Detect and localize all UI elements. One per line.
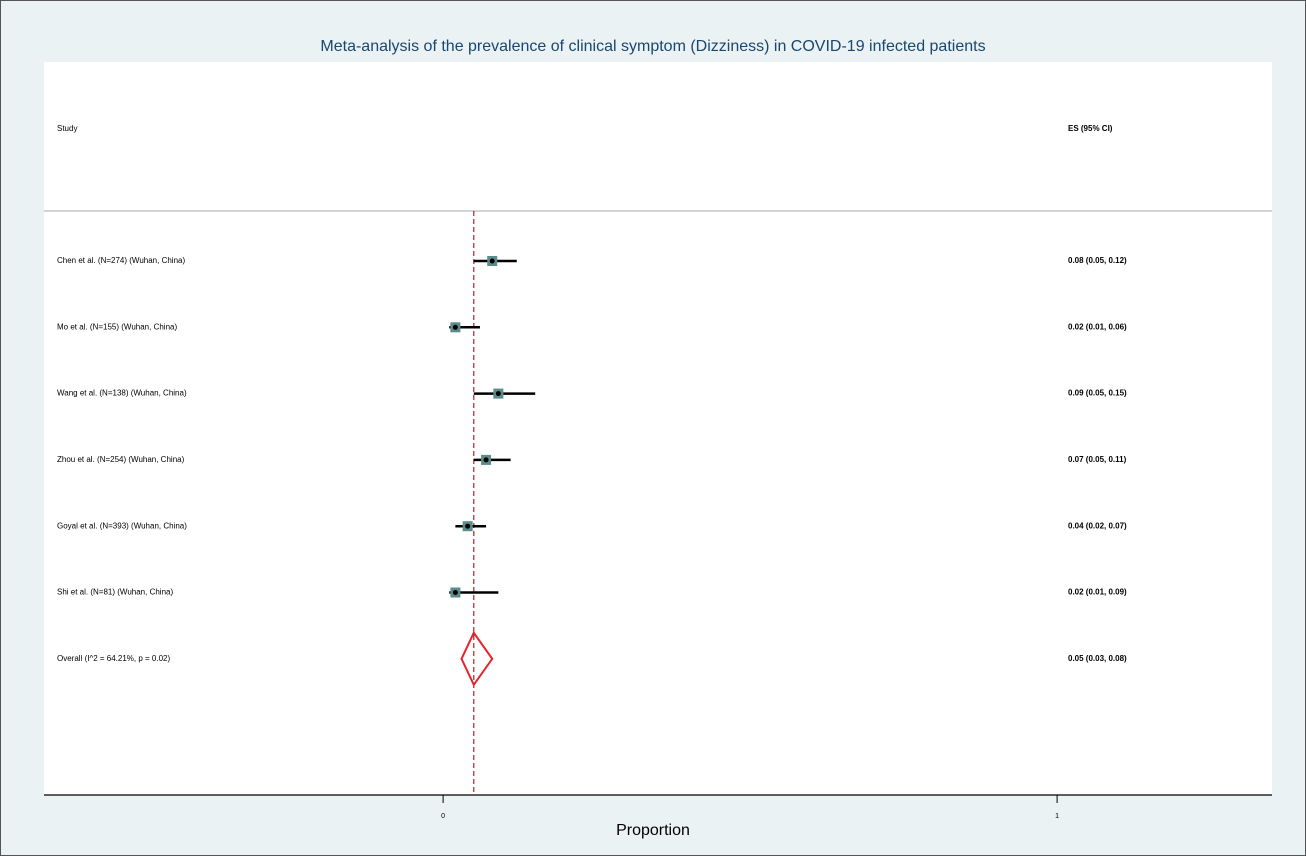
overall-diamond — [460, 630, 494, 687]
es-header: ES (95% CI) — [1068, 124, 1113, 133]
es-label: 0.04 (0.02, 0.07) — [1068, 521, 1127, 530]
study-name: Chen et al. (N=274) (Wuhan, China) — [57, 256, 185, 265]
chart-title: Meta-analysis of the prevalence of clini… — [320, 38, 985, 55]
overall-name: Overall (I^2 = 64.21%, p = 0.02) — [57, 654, 170, 663]
study-name: Goyal et al. (N=393) (Wuhan, China) — [57, 521, 187, 530]
study-point — [483, 457, 489, 463]
es-label: 0.09 (0.05, 0.15) — [1068, 389, 1127, 398]
study-name: Zhou et al. (N=254) (Wuhan, China) — [57, 455, 185, 464]
study-point — [489, 258, 495, 264]
x-axis-label: Proportion — [616, 822, 690, 839]
study-point — [465, 523, 471, 529]
study-name: Wang et al. (N=138) (Wuhan, China) — [57, 389, 187, 398]
study-name: Mo et al. (N=155) (Wuhan, China) — [57, 322, 177, 331]
study-point — [452, 590, 458, 595]
es-label: 0.02 (0.01, 0.06) — [1068, 322, 1127, 331]
study-header: Study — [57, 124, 77, 133]
study-point — [495, 391, 501, 397]
plot-area — [44, 62, 1272, 795]
overall-es-label: 0.05 (0.03, 0.08) — [1068, 654, 1127, 663]
es-label: 0.08 (0.05, 0.12) — [1068, 256, 1127, 265]
x-tick-label: 0 — [441, 813, 445, 820]
es-label: 0.07 (0.05, 0.11) — [1068, 455, 1127, 464]
es-label: 0.02 (0.01, 0.09) — [1068, 588, 1127, 597]
x-tick-label: 1 — [1055, 813, 1059, 820]
study-name: Shi et al. (N=81) (Wuhan, China) — [57, 588, 173, 597]
study-point — [452, 324, 458, 330]
